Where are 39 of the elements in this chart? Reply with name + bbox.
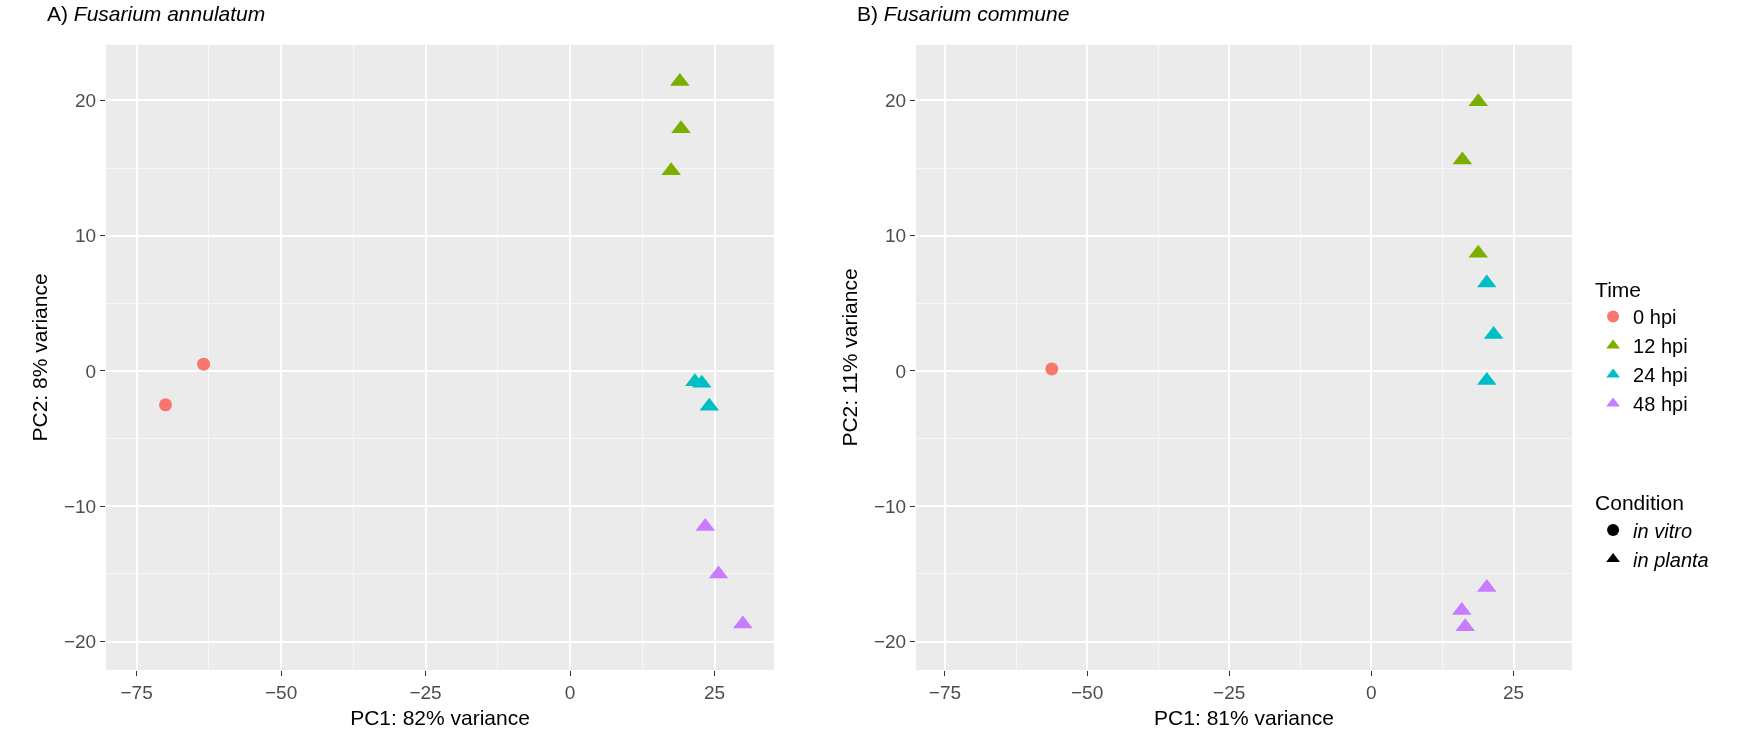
x-axis-title: PC1: 81% variance	[1154, 705, 1334, 729]
y-tick-label: 10	[75, 225, 97, 247]
x-tick-label: 25	[1502, 681, 1525, 703]
legend-label: in vitro	[1633, 519, 1692, 542]
y-tick-label: −20	[873, 631, 907, 653]
legend-title: Time	[1595, 277, 1641, 301]
x-tick-label: −50	[264, 681, 298, 703]
chart-title: B) Fusarium commune	[857, 2, 1070, 25]
x-tick-label: 0	[1366, 681, 1377, 703]
y-axis-title: PC2: 8% variance	[28, 273, 52, 442]
y-tick-label: 10	[885, 225, 907, 247]
y-tick-label: 0	[85, 360, 97, 382]
y-axis-title: PC2: 11% variance	[838, 268, 862, 447]
legend-label: in planta	[1633, 548, 1709, 571]
x-axis-title: PC1: 82% variance	[350, 705, 530, 729]
x-tick-label: −25	[409, 681, 442, 703]
point	[671, 120, 691, 134]
x-tick-label: −25	[1213, 681, 1246, 703]
legend-label: 48 hpi	[1633, 393, 1688, 416]
x-tick-label: 25	[703, 681, 726, 703]
point	[197, 357, 211, 371]
x-tick-label: −50	[1070, 681, 1104, 703]
chart-title: A) Fusarium annulatum	[47, 2, 266, 25]
y-tick-label: 20	[885, 90, 907, 112]
legend-label: 0 hpi	[1633, 306, 1677, 329]
legend-label: 12 hpi	[1633, 335, 1688, 358]
x-tick-label: 0	[564, 681, 576, 703]
y-tick-label: −10	[63, 495, 97, 517]
y-tick-label: −10	[873, 495, 907, 517]
legend-label: 24 hpi	[1633, 364, 1688, 387]
point	[733, 615, 753, 629]
y-tick-label: 0	[895, 360, 907, 382]
point	[661, 162, 681, 176]
x-tick-label: −75	[120, 681, 153, 703]
x-tick-label: −75	[928, 681, 962, 703]
y-tick-label: −20	[63, 631, 97, 653]
text: Condition	[1595, 491, 1684, 515]
y-tick-label: 20	[75, 90, 97, 112]
point	[670, 72, 690, 86]
